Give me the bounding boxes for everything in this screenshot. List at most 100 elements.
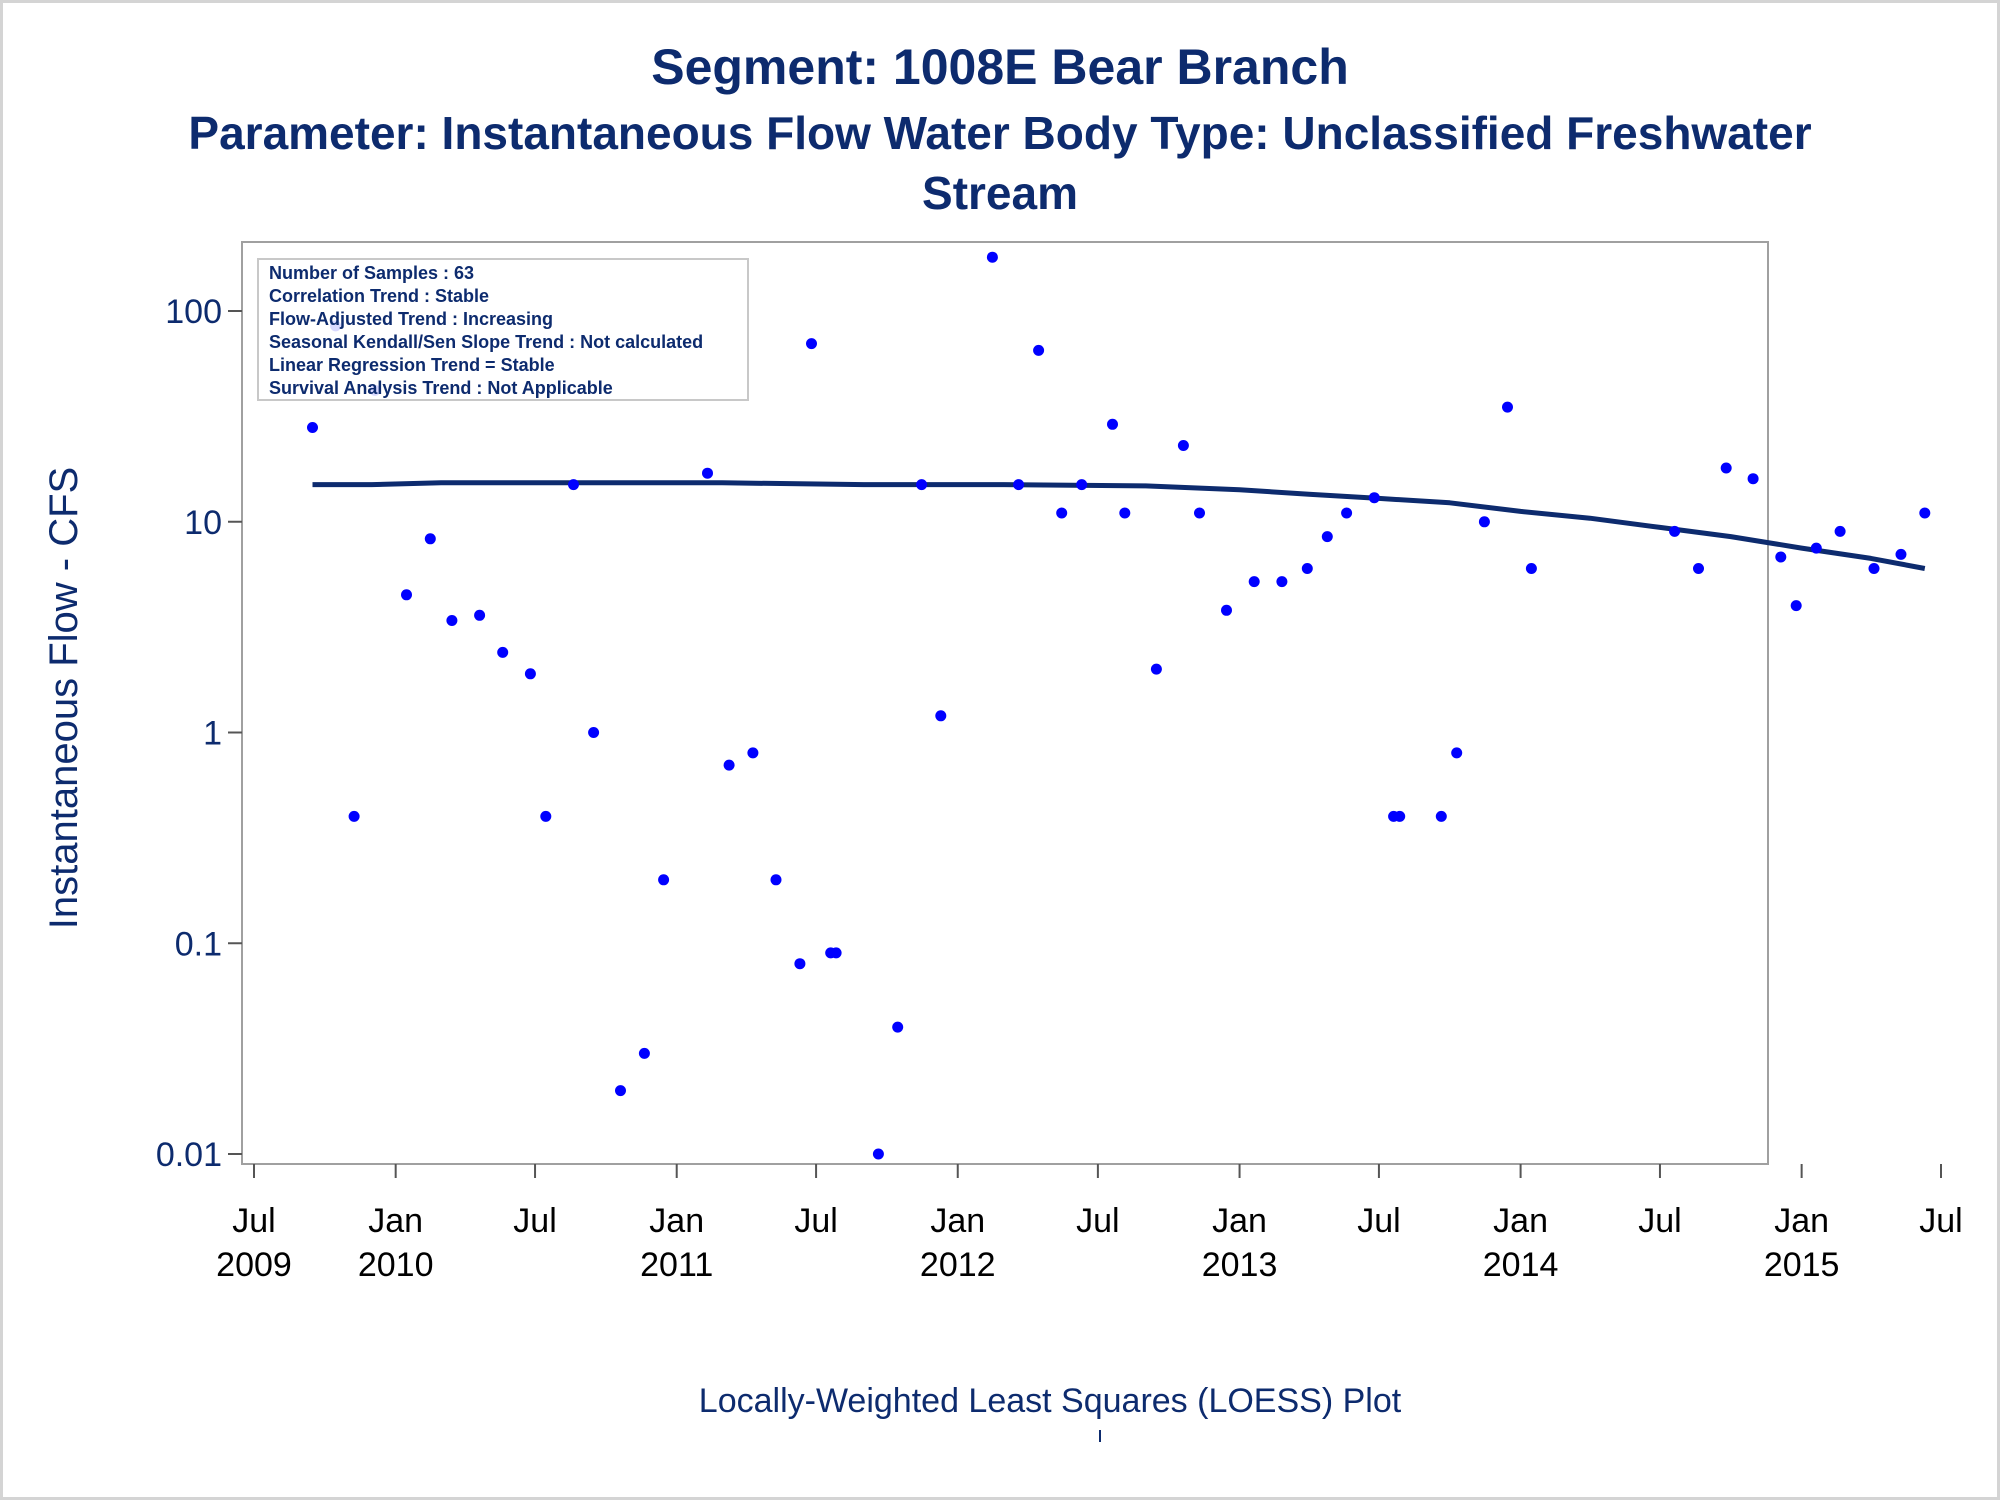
x-tick-label: Jan (1212, 1202, 1267, 1240)
data-point (1435, 810, 1447, 822)
x-tick-label: Jul (794, 1202, 837, 1240)
x-tick-year-label: 2011 (640, 1246, 713, 1284)
chart-subtitle-continued: Stream (922, 167, 1078, 219)
data-point (1394, 810, 1406, 822)
data-point (497, 646, 509, 658)
data-point (702, 467, 713, 479)
data-point (1177, 440, 1189, 451)
data-point (935, 710, 947, 722)
x-tick-year-label: 2015 (1764, 1246, 1840, 1284)
footnote: Locally-Weighted Least Squares (LOESS) P… (698, 1382, 1402, 1420)
data-point (1810, 542, 1822, 554)
x-tick-year-label: 2014 (1483, 1246, 1559, 1284)
info-box-line: Number of Samples : 63 (269, 263, 474, 283)
data-point (568, 479, 579, 491)
data-point (1775, 551, 1787, 563)
data-point (1834, 525, 1846, 537)
x-tick-label: Jul (232, 1202, 275, 1240)
data-point (1451, 747, 1463, 759)
data-point (615, 1085, 626, 1097)
data-point (1321, 531, 1333, 543)
x-tick-label: Jul (1638, 1202, 1681, 1240)
x-tick-label: Jul (1357, 1202, 1400, 1240)
x-tick-year-label: 2013 (1202, 1246, 1278, 1284)
y-tick-label: 1 (203, 715, 222, 753)
data-point (588, 727, 600, 738)
x-tick-label: Jan (649, 1202, 704, 1240)
y-axis-label: Instantaneous Flow - CFS (42, 467, 86, 929)
data-point (446, 615, 458, 626)
y-tick-label: 0.01 (156, 1136, 222, 1174)
x-tick-label: Jul (1919, 1202, 1962, 1240)
data-point (830, 947, 842, 959)
data-point (872, 1148, 884, 1160)
data-point (524, 668, 536, 680)
info-box-line: Correlation Trend : Stable (269, 286, 489, 306)
info-box-line: Seasonal Kendall/Sen Slope Trend : Not c… (269, 332, 703, 352)
x-tick-label: Jan (1774, 1202, 1829, 1240)
data-point (638, 1047, 650, 1059)
data-point (770, 874, 782, 886)
x-tick-year-label: 2010 (358, 1246, 434, 1284)
data-point (1194, 507, 1205, 519)
data-point (401, 589, 412, 601)
data-point (540, 810, 552, 822)
plot-area (241, 241, 1769, 1165)
data-point (1119, 507, 1131, 519)
data-point (1301, 563, 1313, 574)
data-point (348, 810, 360, 822)
data-point (1107, 418, 1118, 430)
loess-line (312, 480, 1926, 571)
data-point (424, 533, 436, 545)
data-point (1790, 600, 1802, 612)
data-point (986, 251, 998, 263)
x-tick-label: Jul (1076, 1202, 1119, 1240)
data-point (1525, 563, 1537, 574)
data-point (1076, 479, 1088, 491)
data-point (1868, 563, 1880, 574)
data-point (1720, 462, 1732, 474)
y-tick-label: 100 (165, 293, 222, 331)
x-tick-label: Jan (368, 1202, 423, 1240)
chart-title: Segment: 1008E Bear Branch (651, 39, 1349, 95)
data-point (1895, 548, 1907, 560)
data-point (1221, 604, 1232, 616)
chart-subtitle: Parameter: Instantaneous Flow Water Body… (188, 107, 1812, 159)
data-point (892, 1021, 904, 1033)
y-tick-label: 10 (184, 504, 222, 542)
x-tick-year-label: 2009 (216, 1246, 292, 1284)
data-point (747, 747, 759, 759)
data-point (658, 874, 670, 886)
data-point (1276, 576, 1288, 588)
x-tick-label: Jan (930, 1202, 985, 1240)
data-point (1341, 507, 1353, 519)
info-box-line: Linear Regression Trend = Stable (269, 355, 555, 375)
data-point (1150, 663, 1162, 675)
data-point (794, 958, 806, 970)
data-point (806, 338, 817, 350)
data-point (916, 479, 928, 491)
data-point (1919, 507, 1931, 519)
info-box-line: Flow-Adjusted Trend : Increasing (269, 309, 553, 329)
data-point (1502, 401, 1513, 413)
data-point (1693, 563, 1704, 574)
y-tick-label: 0.1 (175, 925, 222, 963)
data-point (1013, 479, 1025, 491)
data-point (1669, 525, 1681, 537)
data-point (474, 609, 486, 621)
data-point (307, 422, 318, 433)
data-point (723, 759, 735, 771)
data-point (1478, 516, 1490, 528)
x-tick-label: Jul (513, 1202, 556, 1240)
data-point (1033, 344, 1045, 356)
x-tick-label: Jan (1493, 1202, 1548, 1240)
data-point (1747, 473, 1759, 485)
footnote-mark (1099, 1430, 1101, 1442)
info-box (257, 258, 749, 401)
data-point (1056, 507, 1068, 519)
data-point (1368, 492, 1380, 504)
info-box-line: Survival Analysis Trend : Not Applicable (269, 378, 613, 398)
x-tick-year-label: 2012 (920, 1246, 996, 1284)
